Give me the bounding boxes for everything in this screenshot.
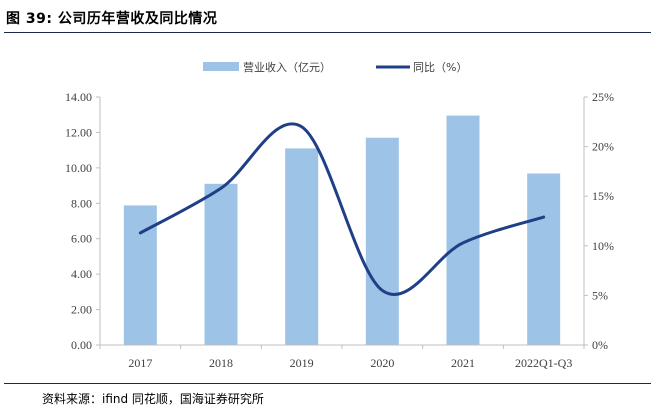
left-tick-label: 14.00: [65, 90, 92, 104]
right-tick-label: 15%: [592, 189, 614, 203]
right-tick-label: 25%: [592, 90, 614, 104]
x-tick-label: 2018: [209, 356, 233, 370]
bar-2020: [365, 137, 399, 345]
bar-2022Q1-Q3: [527, 173, 561, 345]
bar-2018: [204, 183, 238, 345]
left-tick-label: 6.00: [71, 232, 92, 246]
bar-2019: [285, 148, 319, 345]
right-tick-label: 0%: [592, 338, 608, 352]
x-tick-label: 2020: [370, 356, 394, 370]
right-tick-label: 20%: [592, 140, 614, 154]
legend-line-label: 同比（%）: [413, 61, 467, 74]
source-rule: [4, 383, 651, 384]
figure-title: 图 39: 公司历年营收及同比情况: [6, 11, 218, 27]
right-tick-label: 10%: [592, 239, 614, 253]
left-tick-label: 8.00: [71, 196, 92, 210]
x-tick-label: 2021: [451, 356, 475, 370]
left-tick-label: 10.00: [65, 161, 92, 175]
legend-bar-swatch: [203, 62, 239, 71]
x-tick-label: 2017: [128, 356, 152, 370]
chart-legend: 营业收入（亿元） 同比（%）: [203, 60, 467, 74]
legend-bar-label: 营业收入（亿元）: [243, 60, 331, 74]
revenue-chart: 营业收入（亿元） 同比（%） 0.00 2.00 4.00 6.00 8.00 10.00…: [65, 60, 614, 370]
bar-2021: [446, 115, 480, 345]
left-tick-label: 12.00: [65, 125, 92, 139]
source-note: 资料来源：ifind 同花顺，国海证券研究所: [42, 392, 264, 406]
title-rule: [4, 32, 651, 33]
x-tick-label: 2019: [290, 356, 314, 370]
left-tick-label: 0.00: [71, 338, 92, 352]
left-tick-label: 4.00: [71, 267, 92, 281]
right-tick-label: 5%: [592, 288, 608, 302]
x-tick-label: 2022Q1-Q3: [515, 356, 572, 370]
left-tick-label: 2.00: [71, 303, 92, 317]
yoy-growth-line: [138, 122, 546, 296]
